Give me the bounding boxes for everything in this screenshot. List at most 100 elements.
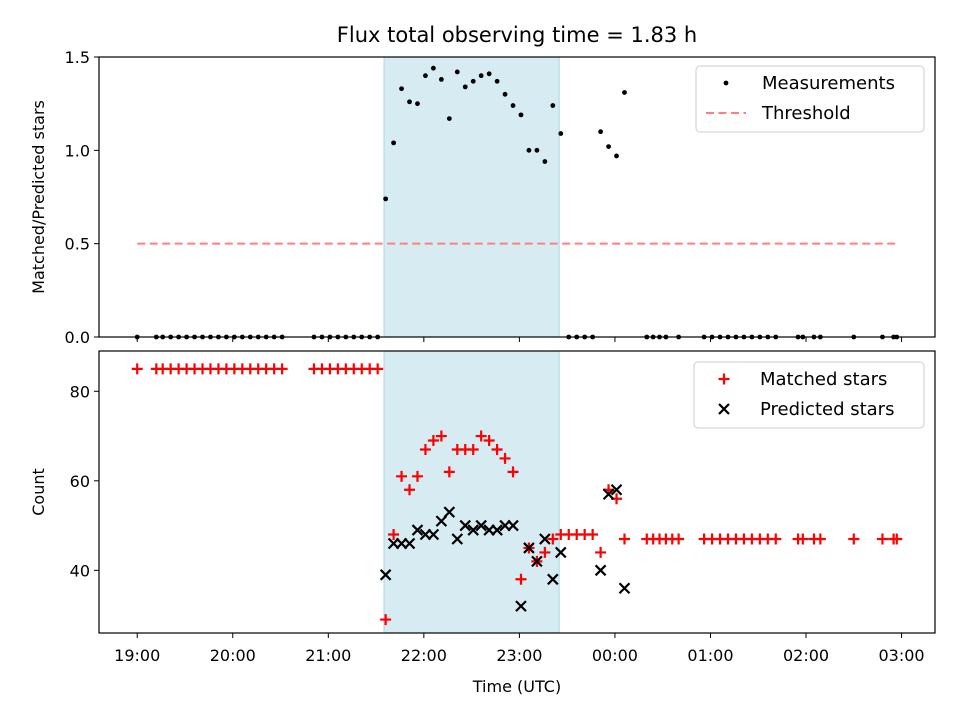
data-point (598, 129, 603, 135)
data-point (539, 533, 551, 545)
data-point (379, 569, 392, 581)
x-tick-label: 19:00 (114, 646, 160, 665)
bottom-panel: 40 60 80 19:00 20:00 21:00 22:00 23:00 00:00 01:0… (29, 350, 936, 696)
data-point (526, 147, 532, 153)
y-tick-label: 1.5 (65, 48, 90, 67)
data-point (876, 533, 888, 545)
data-point (407, 99, 412, 105)
data-point (462, 84, 468, 90)
x-axis-label: Time (UTC) (472, 677, 561, 696)
data-point (542, 159, 548, 164)
data-point (483, 435, 495, 447)
data-point (415, 101, 420, 107)
data-point (276, 363, 288, 375)
data-point (797, 533, 809, 545)
data-point (419, 443, 431, 455)
data-point (435, 515, 448, 527)
series-matched-stars (131, 363, 903, 626)
data-point (499, 452, 511, 464)
top-panel: Flux total observing time = 1.83 h 0.0 0.5… (29, 23, 936, 347)
legend-box (693, 361, 925, 429)
data-point (423, 73, 428, 79)
y-tick-label: 80 (70, 382, 90, 401)
data-point (618, 582, 631, 595)
data-point (539, 546, 551, 558)
data-point (614, 153, 619, 159)
legend-label: Threshold (761, 103, 851, 124)
data-point (451, 533, 464, 545)
data-point (475, 519, 487, 532)
data-point (531, 555, 543, 568)
data-point (622, 90, 627, 95)
series-predicted-stars (379, 483, 631, 612)
data-point (515, 600, 527, 612)
data-point (848, 533, 860, 545)
data-point (403, 537, 416, 550)
legend-box (695, 65, 925, 133)
chart-title: Flux total observing time = 1.83 h (337, 23, 697, 47)
data-point (427, 528, 440, 541)
data-point (491, 443, 503, 455)
legend: Matched stars Predicted stars (693, 361, 925, 429)
data-point (610, 483, 623, 496)
x-tick-label: 21:00 (305, 646, 351, 665)
data-point (507, 519, 519, 532)
data-point (431, 65, 436, 71)
data-point (547, 533, 559, 545)
legend-swatch (723, 80, 729, 86)
y-axis-label: Count (29, 468, 48, 516)
data-point (399, 86, 404, 92)
data-point (502, 91, 508, 97)
data-point (606, 144, 611, 150)
data-point (467, 524, 479, 536)
data-point (411, 470, 423, 482)
data-point (391, 140, 396, 146)
data-point (587, 529, 599, 541)
x-tick-label: 03:00 (879, 646, 925, 665)
data-point (618, 533, 630, 545)
data-point (602, 488, 615, 501)
legend-swatch (718, 373, 730, 385)
data-point (594, 564, 607, 577)
data-point (491, 524, 503, 536)
legend-label: Measurements (762, 73, 895, 94)
x-tick-label: 01:00 (687, 646, 733, 665)
data-point (523, 542, 535, 554)
x-tick-label: 22:00 (401, 646, 447, 665)
data-point (475, 430, 487, 442)
legend: Measurements Threshold (695, 65, 925, 133)
x-tick-label: 00:00 (592, 646, 638, 665)
data-point (396, 470, 408, 482)
data-point (814, 533, 826, 545)
x-tick-label: 23:00 (496, 646, 542, 665)
data-point (470, 78, 476, 84)
data-point (507, 466, 519, 478)
observing-span (383, 56, 560, 338)
data-point (555, 546, 567, 559)
x-tick-label: 20:00 (210, 646, 256, 665)
data-point (486, 71, 492, 77)
data-point (770, 533, 782, 545)
data-point (443, 506, 456, 518)
y-tick-label: 0.5 (65, 235, 90, 254)
data-point (673, 533, 685, 545)
data-point (595, 546, 607, 558)
x-tick-label: 02:00 (783, 646, 829, 665)
data-point (547, 573, 559, 586)
data-point (494, 78, 500, 84)
data-point (383, 196, 389, 202)
data-point (388, 529, 400, 541)
data-point (404, 484, 416, 496)
data-point (459, 519, 472, 532)
legend-swatch (718, 403, 730, 415)
data-point (438, 77, 444, 82)
legend-label: Matched stars (760, 369, 887, 390)
data-point (891, 533, 903, 545)
observing-span (383, 350, 560, 634)
data-point (427, 435, 439, 447)
data-point (510, 103, 516, 108)
data-point (131, 363, 143, 375)
data-point (435, 430, 447, 442)
data-point (467, 443, 479, 455)
